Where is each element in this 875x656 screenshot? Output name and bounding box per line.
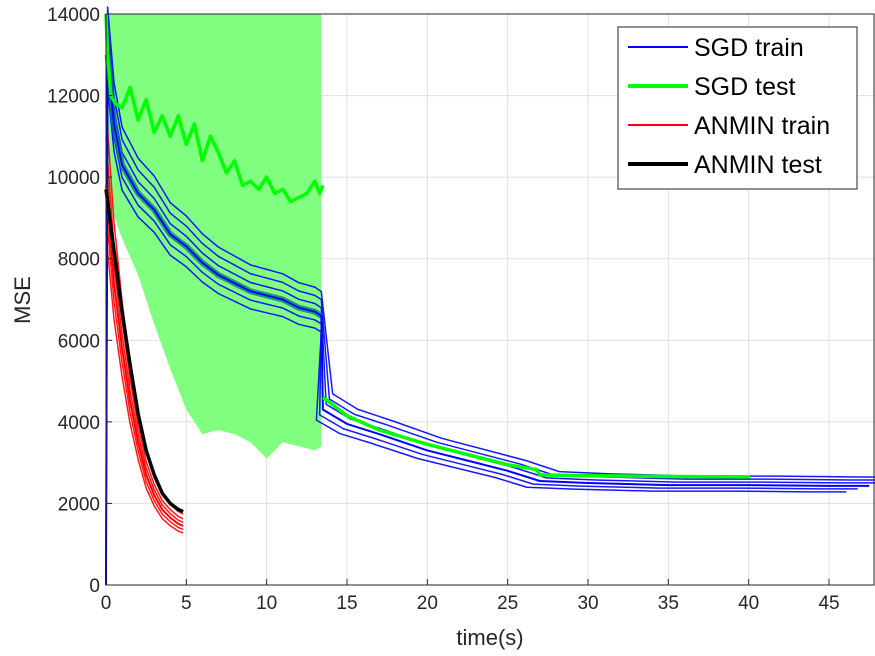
sgd-test-band <box>107 14 322 459</box>
anmin-train-run-line <box>105 233 184 534</box>
legend-label: ANMIN test <box>694 151 822 179</box>
x-tick-label: 35 <box>658 593 679 614</box>
axes-box <box>105 13 875 586</box>
y-axis-label: MSE <box>10 276 35 324</box>
x-tick-label: 15 <box>336 593 357 614</box>
anmin-train-line <box>105 185 184 527</box>
anmin-train-run-line <box>105 209 184 531</box>
sgd-test-after-line <box>321 395 751 479</box>
legend-label: ANMIN train <box>694 112 830 140</box>
sgd-train-run-line <box>105 69 858 586</box>
legend-label: SGD train <box>694 34 804 62</box>
y-tick-label: 2000 <box>58 494 100 515</box>
sgd-train-line <box>105 53 870 586</box>
x-tick-label: 25 <box>497 593 518 614</box>
x-tick-label: 40 <box>738 593 759 614</box>
anmin-test-line <box>104 189 184 514</box>
axes-frame <box>105 13 875 586</box>
x-tick-label: 30 <box>577 593 598 614</box>
y-tick-label: 4000 <box>58 413 100 434</box>
y-tick-label: 8000 <box>58 250 100 271</box>
x-tick-label: 45 <box>818 593 839 614</box>
sgd-test-spread-area <box>107 14 322 459</box>
y-tick-label: 12000 <box>47 87 100 108</box>
series-lines <box>104 6 875 586</box>
y-tick-label: 0 <box>89 576 100 597</box>
x-tick-label: 20 <box>417 593 438 614</box>
sgd-test-line <box>104 13 325 204</box>
tick-labels: 0 5 10 15 20 25 30 35 40 45 0 2000 4000 6000 8000 10000… <box>47 5 839 614</box>
legend-label: SGD test <box>694 73 795 101</box>
sgd-train-run-line <box>105 6 875 586</box>
x-tick-label: 0 <box>101 593 112 614</box>
x-tick-label: 10 <box>256 593 277 614</box>
y-tick-label: 10000 <box>47 168 100 189</box>
legend: SGD train SGD test ANMIN train ANMIN test <box>617 26 858 190</box>
x-axis-label: time(s) <box>456 625 523 650</box>
sgd-train-run-line <box>105 38 875 586</box>
sgd-train-run-line <box>105 85 847 586</box>
y-tick-label: 6000 <box>58 331 100 352</box>
y-tick-label: 14000 <box>47 5 100 26</box>
x-tick-label: 5 <box>181 593 192 614</box>
